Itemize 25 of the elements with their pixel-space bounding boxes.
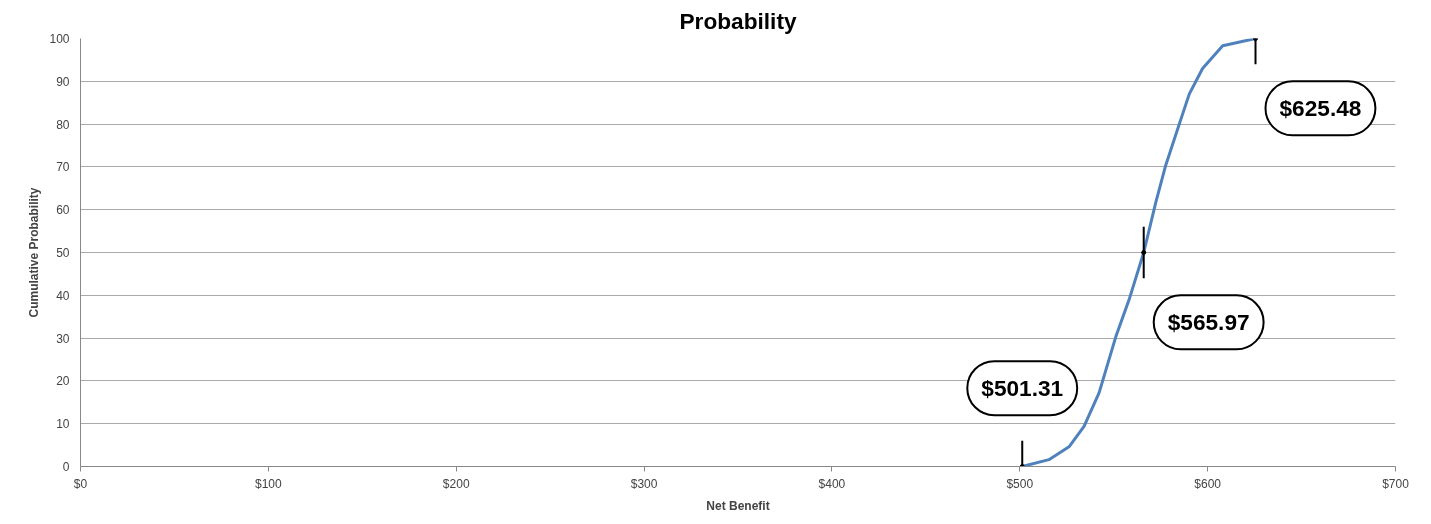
y-axis-title: Cumulative Probability — [27, 187, 42, 318]
x-tick-label: $700 — [1382, 476, 1410, 491]
y-tick-label: 70 — [56, 160, 70, 175]
y-tick-label: 50 — [56, 246, 70, 260]
x-tick-label: $400 — [818, 476, 846, 491]
x-tick-label: $600 — [1194, 476, 1222, 491]
y-tick-label: 0 — [62, 460, 70, 474]
x-tick-label: $200 — [442, 476, 470, 491]
y-tick-label: 60 — [56, 203, 70, 218]
y-tick-label: 100 — [49, 32, 70, 46]
x-tick-label: $300 — [630, 476, 658, 491]
x-tick-label: $500 — [1006, 476, 1034, 491]
x-tick-label: $100 — [255, 476, 283, 491]
annotation: $501.31 — [981, 375, 1064, 402]
chart-title: Probability — [679, 7, 797, 34]
annotation: $565.97 — [1167, 309, 1250, 336]
y-tick-label: 10 — [56, 417, 70, 432]
y-tick-label: 40 — [56, 288, 70, 303]
annotation: $625.48 — [1279, 95, 1362, 122]
y-tick-label: 80 — [56, 117, 70, 132]
x-tick-label: $0 — [73, 476, 88, 491]
y-tick-label: 90 — [56, 74, 70, 89]
y-tick-label: 20 — [56, 374, 70, 389]
y-tick-label: 30 — [56, 331, 70, 346]
x-axis-title: Net Benefit — [706, 498, 770, 513]
